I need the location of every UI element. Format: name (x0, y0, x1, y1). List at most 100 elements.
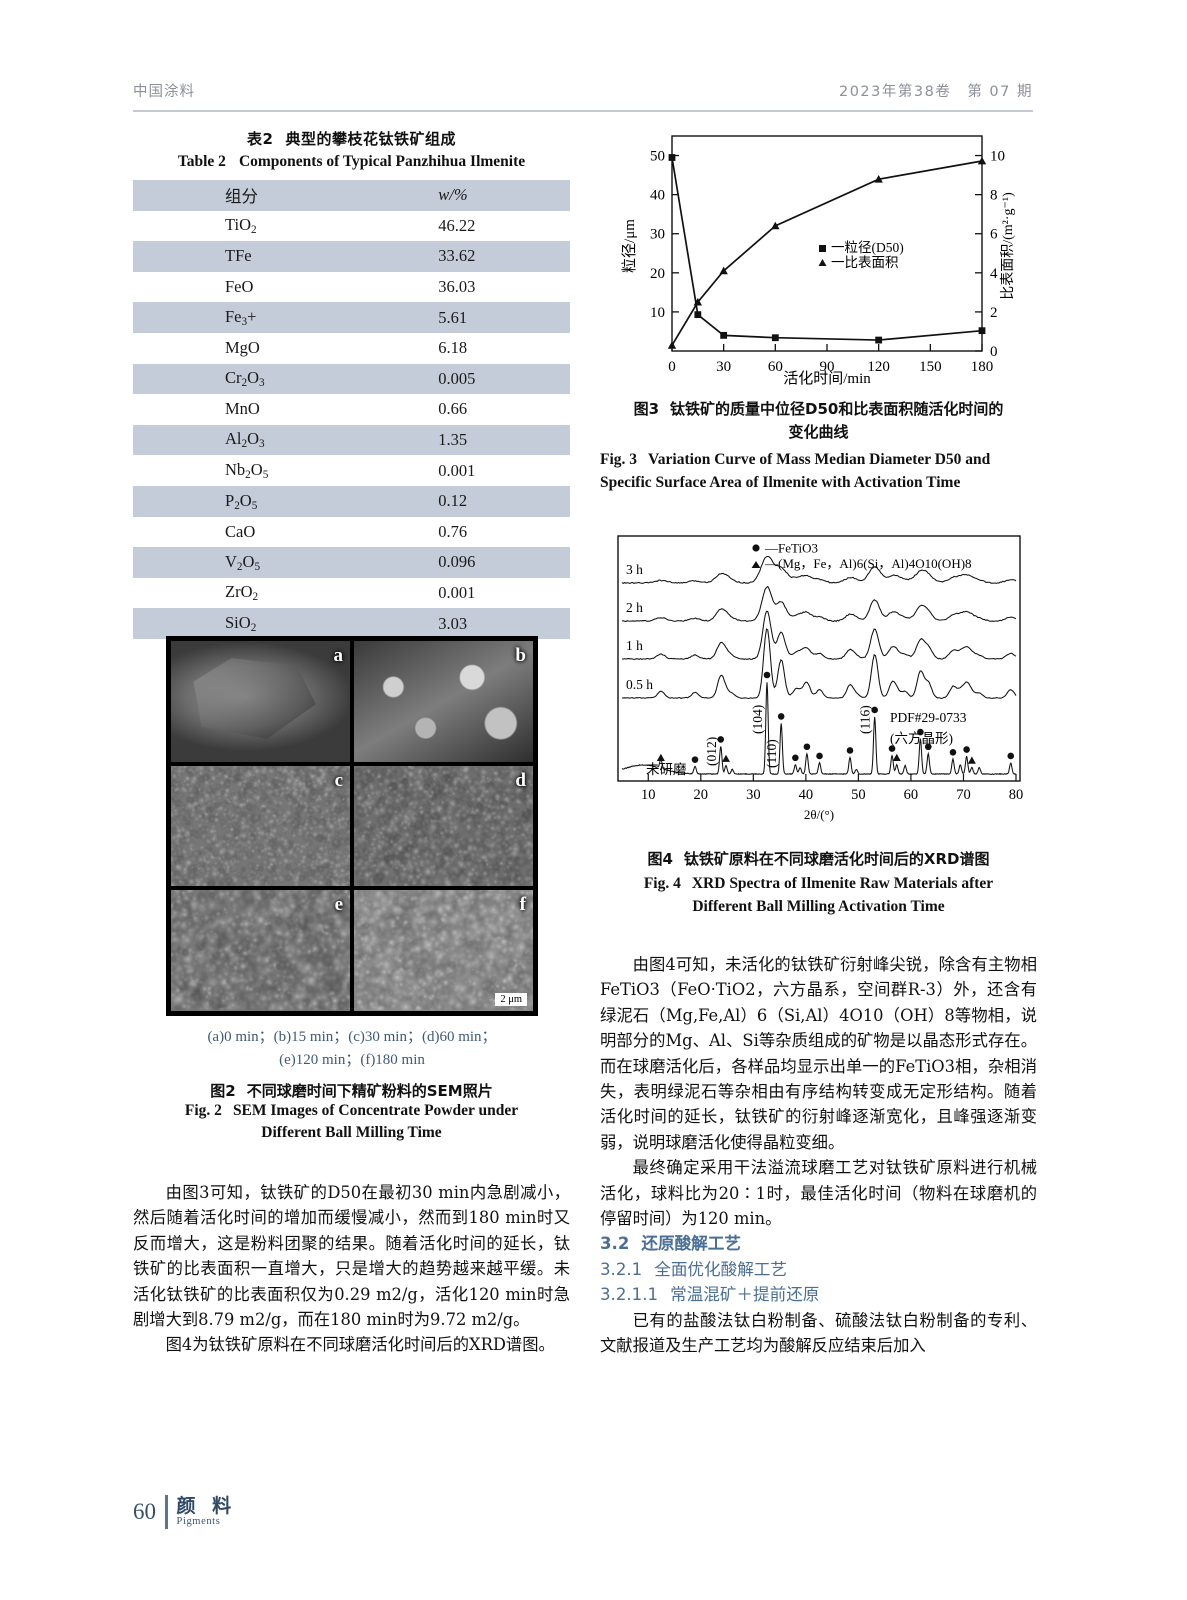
figure4-phase-marker-chlorite (892, 753, 901, 761)
figure4-phase-marker-fetio3 (949, 748, 957, 756)
sem-panel-label-e: e (334, 894, 343, 916)
figure3-marker-d50 (875, 336, 883, 344)
figure4-title-cn: 钛铁矿原料在不同球磨活化时间后的XRD谱图 (683, 850, 990, 868)
figure4-xtick: 40 (799, 787, 814, 803)
table-row: MgO 6.18 (133, 332, 570, 364)
figure3-legend-item-2: 一比表面积 (831, 255, 899, 270)
table2-label-cn: 表2 (247, 130, 274, 148)
table-cell-component: Cr2O3 (225, 368, 265, 390)
heading-3-2-1-number: 3.2.1 (600, 1259, 643, 1279)
table-header-value: w/% (438, 185, 468, 205)
table-cell-component: Fe3+ (225, 307, 257, 329)
sem-texture-e (171, 890, 350, 1011)
figure3-xtick: 150 (919, 359, 942, 375)
sem-panel-label-b: b (515, 645, 526, 666)
figure3-marker-ssa (771, 221, 780, 230)
figure3-title-en-2: Specific Surface Area of Ilmenite with A… (600, 474, 961, 492)
figure3-marker-d50 (978, 327, 986, 335)
figure3-ytick-right: 4 (990, 266, 998, 282)
figure3-label-cn: 图3 (633, 400, 660, 418)
figure4-peak-index-label: (116) (858, 705, 873, 734)
figure3-marker-d50 (720, 331, 728, 339)
figure4-trace-label: 1 h (626, 638, 643, 653)
table-cell-value: 0.005 (438, 368, 476, 388)
left-paragraph-2: 图4为钛铁矿原料在不同球磨活化时间后的XRD谱图。 (165, 1335, 555, 1355)
table-cell-component: MgO (225, 338, 260, 358)
table-row: P2O5 0.12 (133, 485, 570, 517)
table-cell-value: 5.61 (438, 307, 468, 327)
figure3-y-axis-label-right: 比表面积/(m²·g⁻¹) (1000, 192, 1016, 300)
table-row: TiO2 46.22 (133, 210, 570, 242)
table-cell-component: CaO (225, 521, 256, 541)
table-row: MnO 0.66 (133, 394, 570, 425)
sem-panel-a: a (171, 641, 350, 762)
heading-3-2-1-1-number: 3.2.1.1 (600, 1285, 659, 1305)
table-header-row: 组分 w/% (133, 180, 570, 211)
table-row: FeO 36.03 (133, 271, 570, 303)
table-row: SiO2 3.03 (133, 608, 570, 639)
table-row: Fe3+ 5.61 (133, 302, 570, 333)
figure3-marker-d50 (694, 311, 702, 319)
figure3-title-cn-2: 变化曲线 (788, 423, 849, 442)
figure2-title-en-1: SEM Images of Concentrate Powder under (232, 1102, 519, 1119)
sem-panel-d: d (354, 765, 533, 887)
figure4-phase-marker-fetio3 (763, 671, 771, 679)
figure4-phase-marker-fetio3 (963, 746, 970, 753)
right-paragraph-1: 由图4可知，未活化的钛铁矿衍射峰尖锐，除含有主物相FeTiO3（FeO·TiO2… (600, 955, 1037, 1152)
figure4-label-cn: 图4 (647, 850, 673, 868)
figure4-label-en: Fig. 4 (643, 875, 681, 892)
figure4-phase-marker-chlorite (967, 756, 976, 764)
figure2-label-cn: 图2 (210, 1082, 236, 1100)
table-cell-value: 1.35 (438, 430, 468, 450)
figure3-marker-d50 (771, 334, 779, 342)
figure3-label-en: Fig. 3 (600, 451, 638, 468)
table-row: Al2O3 1.35 (133, 424, 570, 456)
figure3-ytick: 40 (650, 188, 665, 204)
figure3-marker-ssa (667, 341, 677, 349)
table-cell-value: 33.62 (438, 246, 476, 266)
running-head-left: 中国涂料 (133, 84, 195, 100)
table-row: Nb2O5 0.001 (133, 455, 570, 486)
heading-3-2: 3.2 还原酸解工艺 (600, 1231, 1037, 1256)
figure3-xtick: 0 (668, 359, 676, 375)
figure4-svg: —FeTiO3 —(Mg，Fe，Al)6(Si，Al)4O10(OH)8 3 h… (617, 535, 1024, 822)
running-head-right: 2023年第38卷 第 07 期 (838, 84, 1033, 100)
sem-panel-label-d: d (515, 769, 526, 791)
table2-label-en: Table 2 (177, 153, 226, 170)
figure2-label-en: Fig. 2 (184, 1102, 222, 1119)
figure4-phase-marker-chlorite (722, 754, 731, 762)
figure4-trace (621, 610, 1017, 661)
figure3-title-cn-1: 钛铁矿的质量中位径D50和比表面积随活化时间的 (670, 400, 1004, 418)
page-number: 60 (133, 1499, 156, 1524)
figure4-peak-index-label: (104) (750, 705, 765, 734)
figure3-marker-ssa (693, 297, 703, 306)
figure3-xtick: 60 (768, 359, 783, 375)
table-header-component: 组分 (225, 187, 258, 207)
figure4-phase-marker-fetio3 (871, 706, 878, 714)
components-table: 组分 w/% TiO2 46.22 TFe 33.62 FeO 36.03 Fe3+ 5.61 Mg… (133, 180, 570, 639)
table2-title-en: Components of Typical Panzhihua Ilmenite (238, 153, 526, 170)
figure3-ytick-right: 2 (990, 305, 998, 321)
figure4-title-en-2: Different Ball Milling Activation Time (692, 898, 945, 916)
figure4-trace-unground (621, 682, 1017, 776)
sem-texture-c (171, 765, 350, 886)
figure4-legend-item-1: —FeTiO3 (764, 541, 818, 556)
figure3-y-axis-label: 粒径/μm (621, 219, 638, 273)
figure4-phase-marker-fetio3 (777, 713, 785, 720)
figure3-marker-d50 (668, 154, 676, 161)
figure3-marker-ssa (719, 266, 728, 275)
table-cell-value: 0.12 (438, 491, 468, 511)
figure4-trace (621, 628, 1017, 699)
figure3-svg: 10 20 30 40 50 0 2 4 6 8 10 0 30 60 90 120 150 180 粒径/μ… (621, 135, 1016, 387)
figure4-trace (621, 555, 1017, 585)
figure4-xtick: 80 (1009, 787, 1024, 803)
table2-title-cn: 典型的攀枝花钛铁矿组成 (285, 130, 456, 148)
table-cell-component: Al2O3 (225, 429, 265, 451)
figure4-xtick: 50 (851, 787, 866, 803)
figure2-sem-image: a b c d e f 2 μm (166, 636, 538, 1016)
figure3-chart: 10 20 30 40 50 0 2 4 6 8 10 0 30 60 90 120 150 180 粒径/μ… (600, 128, 1037, 390)
figure4-xtick: 20 (694, 787, 709, 803)
figure2-subcaption-line1: (a)0 min；(b)15 min；(c)30 min；(d)60 min； (207, 1029, 497, 1045)
left-paragraph-1: 由图3可知，钛铁矿的D50在最初30 min内急剧减小，然后随着活化时间的增加而… (133, 1183, 570, 1330)
figure4-phase-marker-fetio3 (846, 747, 854, 754)
